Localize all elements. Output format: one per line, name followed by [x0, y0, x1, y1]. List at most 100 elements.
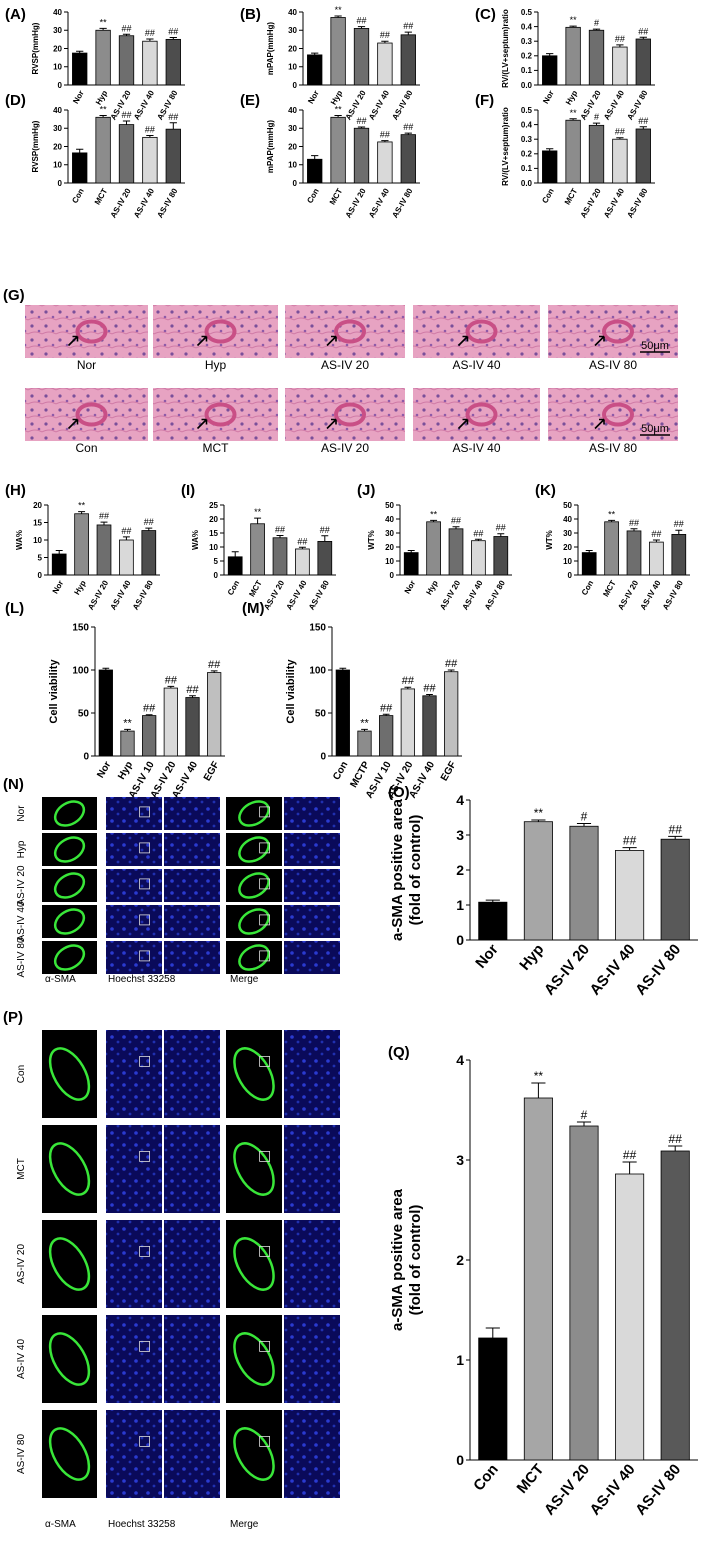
error-bar [146, 38, 154, 42]
y-axis-title: a-SMA positive area [389, 1188, 406, 1331]
panel-label: (F) [475, 92, 494, 109]
x-tick-label: AS-IV 20 [579, 186, 603, 219]
fluorescence-image [42, 1030, 97, 1118]
error-bar [426, 694, 433, 696]
arrow [67, 418, 79, 430]
column-label: Merge [230, 1519, 259, 1530]
y-tick-label: 20 [53, 44, 62, 53]
y-tick-label: 10 [53, 161, 62, 170]
fluorescence-image [106, 905, 162, 938]
significance-label: ## [651, 529, 661, 539]
vessel [75, 402, 108, 427]
bar [165, 128, 181, 184]
y-axis-title: WA% [191, 530, 200, 550]
significance-label: ** [335, 104, 343, 114]
bar [626, 530, 642, 576]
row-label: Hyp [16, 840, 27, 858]
significance-label: ** [430, 509, 438, 519]
y-tick-label: 10 [53, 63, 62, 72]
x-tick-label: EGF [439, 760, 459, 783]
panel-label: (C) [475, 6, 496, 23]
error-bar [361, 728, 368, 732]
zoom-box [139, 950, 151, 962]
error-bar [652, 539, 660, 543]
error-bar [276, 535, 284, 538]
x-tick-label: Con [470, 1461, 502, 1494]
fluorescence-image [226, 1410, 282, 1498]
bar [400, 34, 416, 86]
significance-label: ** [608, 509, 616, 519]
significance-label: ## [186, 684, 199, 696]
error-bar [311, 155, 319, 160]
y-tick-label: 0.4 [521, 120, 533, 129]
error-bar [357, 126, 366, 129]
error-bar [675, 529, 683, 535]
significance-label: ## [144, 517, 154, 527]
y-tick-label: 150 [309, 623, 326, 634]
bar [72, 52, 88, 86]
x-tick-label: AS-IV 40 [587, 1461, 639, 1519]
x-tick-label: AS-IV 20 [579, 88, 603, 121]
y-tick-label: 25 [209, 501, 218, 510]
fluorescence-image [284, 1030, 340, 1118]
significance-label: ## [623, 1148, 637, 1162]
error-bar [100, 521, 108, 525]
bar [471, 540, 486, 576]
bar [295, 548, 310, 576]
error-bar [585, 550, 593, 553]
vessel-stain [238, 872, 270, 899]
fluorescence-image [106, 869, 162, 902]
x-tick-label: AS-IV 80 [131, 578, 155, 611]
fluorescence-image [164, 905, 220, 938]
arrow [594, 418, 605, 430]
significance-label: ## [165, 674, 178, 686]
column-label: Merge [230, 974, 259, 985]
arrow [594, 335, 605, 347]
bar [95, 116, 111, 184]
significance-label: ** [534, 806, 544, 820]
significance-label: ** [78, 501, 86, 511]
significance-label: ## [615, 127, 625, 137]
x-tick-label: AS-IV 40 [639, 578, 663, 611]
vessel-stain [48, 1332, 91, 1386]
y-tick-label: 10 [563, 557, 572, 566]
fluorescence-image [106, 833, 162, 866]
x-tick-label: Nor [95, 760, 113, 781]
error-bar [474, 538, 482, 541]
bar [660, 1150, 690, 1461]
y-tick-label: 0 [38, 571, 43, 580]
fluorescence-image [226, 1030, 282, 1118]
significance-label: ## [320, 525, 330, 535]
error-bar [321, 535, 329, 542]
zoom-box [139, 914, 151, 926]
row-label: AS-IV 40 [16, 901, 27, 941]
error-bar [404, 31, 412, 35]
y-tick-label: 0.2 [521, 52, 533, 61]
bar [588, 124, 605, 184]
y-tick-label: 0 [390, 571, 395, 580]
x-tick-label: Nor [403, 579, 418, 595]
fluorescence-image [284, 941, 340, 974]
significance-label: ** [534, 1069, 544, 1083]
x-tick-label: MCT [601, 579, 618, 599]
y-tick-label: 0.0 [521, 81, 533, 90]
error-bar [145, 714, 153, 716]
significance-label: ## [168, 27, 178, 37]
significance-label: ## [629, 518, 639, 528]
zoom-box [139, 806, 151, 818]
significance-label: ** [360, 717, 369, 729]
fluorescence-image [106, 1410, 162, 1498]
vessel [204, 402, 237, 427]
significance-label: ** [123, 717, 132, 729]
column-label: α-SMA [45, 1519, 76, 1530]
error-bar [668, 835, 683, 840]
error-bar [146, 135, 154, 138]
x-tick-label: MCT [514, 1461, 548, 1497]
significance-label: ** [570, 108, 578, 118]
histology-image [153, 305, 278, 358]
bar [542, 55, 558, 86]
vessel [465, 402, 498, 427]
fluorescence-image [164, 833, 220, 866]
histology-image [285, 388, 405, 441]
zoom-box [259, 914, 271, 926]
